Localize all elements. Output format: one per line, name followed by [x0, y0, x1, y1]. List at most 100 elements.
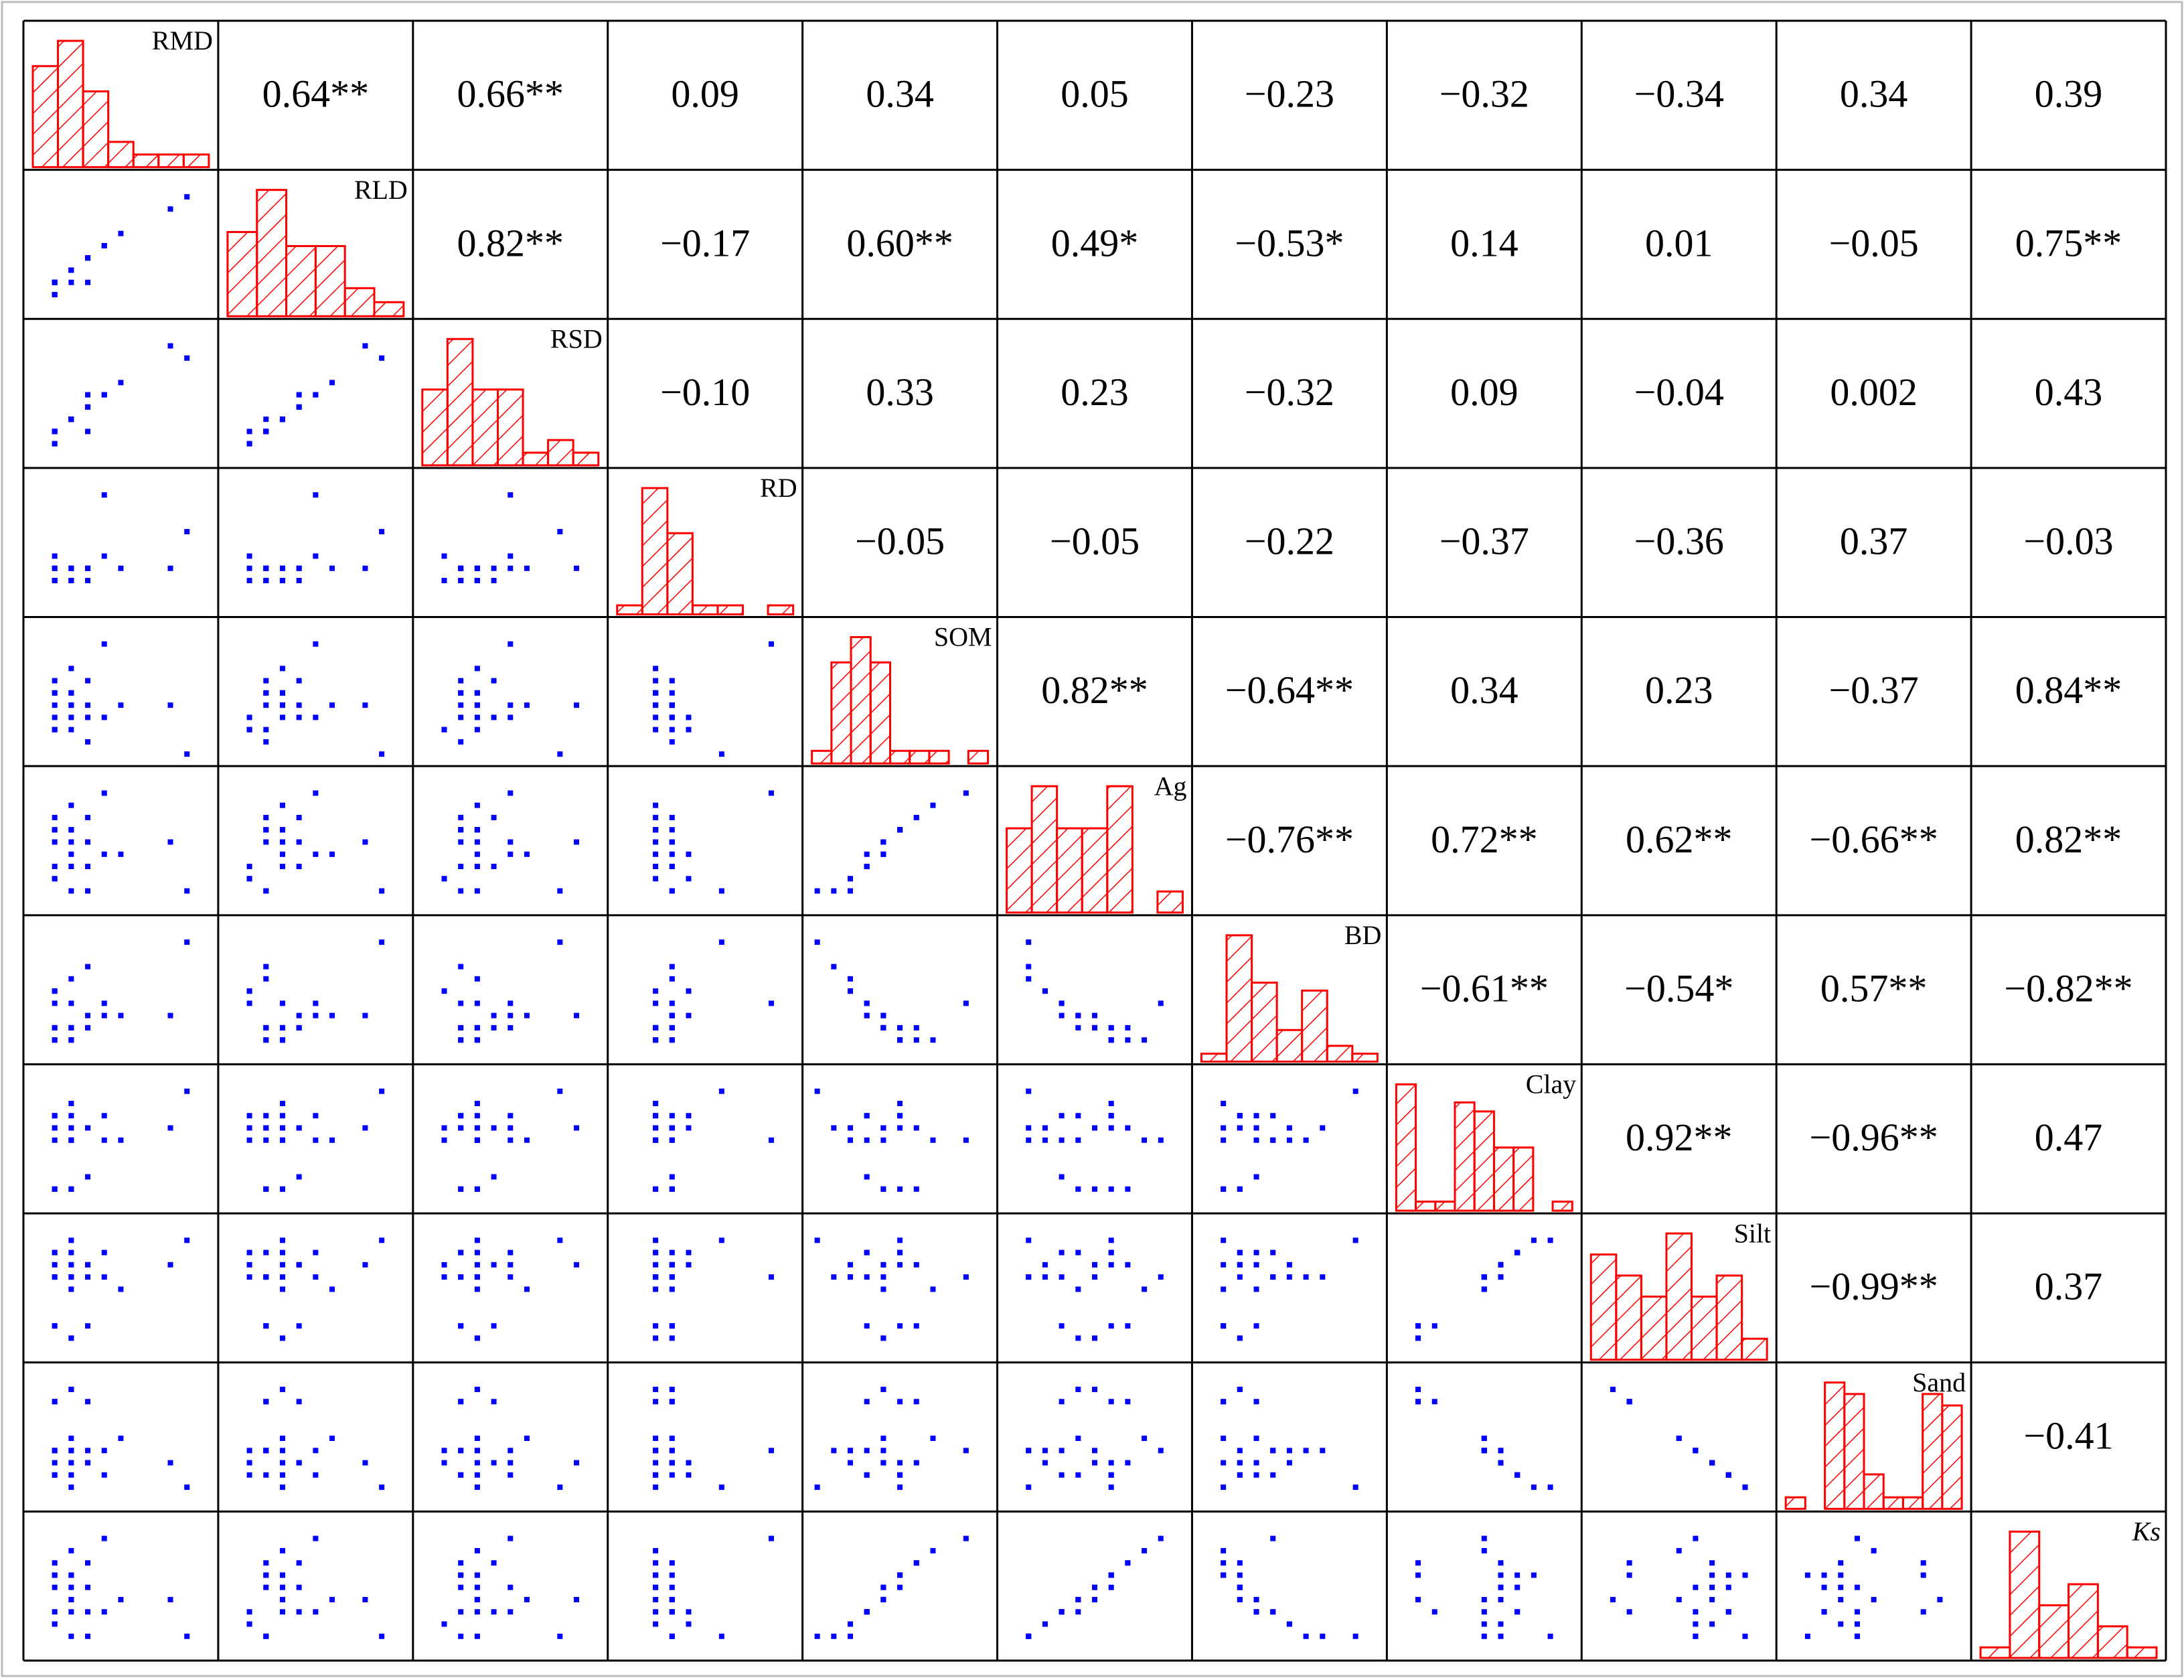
histogram: BD: [1200, 920, 1381, 1063]
scatter-point: [1937, 1596, 1943, 1602]
correlation-value: 0.34: [1840, 72, 1908, 116]
scatter-point: [263, 1560, 269, 1566]
scatter-point: [1547, 1237, 1553, 1243]
scatter-point: [184, 528, 190, 534]
scatter-point: [930, 1286, 936, 1292]
scatter-point: [491, 1125, 497, 1131]
scatter-point: [897, 1472, 903, 1478]
scatter-point: [1854, 1584, 1860, 1590]
scatter-point: [279, 1237, 285, 1243]
scatter-point: [1108, 1113, 1114, 1119]
correlation-value: −0.61**: [1420, 966, 1549, 1010]
scatter-plot: [1415, 1237, 1553, 1341]
scatter-point: [1237, 1584, 1243, 1590]
scatter-point: [85, 1448, 91, 1454]
scatter-point: [1221, 1262, 1227, 1268]
scatter-plot: [246, 641, 385, 757]
scatter-point: [118, 565, 124, 571]
scatter-point: [1221, 1323, 1227, 1329]
scatter-point: [1693, 1621, 1699, 1627]
scatter-point: [263, 429, 269, 435]
scatter-point: [279, 1472, 285, 1478]
scatter-point: [52, 727, 58, 733]
scatter-point: [1092, 1596, 1097, 1602]
hist-bar: [421, 388, 449, 467]
hist-bar: [157, 153, 185, 169]
correlation-value: −0.23: [1245, 72, 1334, 116]
correlation-value: −0.05: [1829, 221, 1919, 264]
scatter-point: [1693, 1584, 1699, 1590]
scatter-point: [864, 864, 870, 870]
scatter-point: [1352, 1088, 1358, 1094]
scatter-point: [653, 839, 659, 845]
scatter-point: [474, 1484, 480, 1491]
scatter-point: [1481, 1633, 1487, 1639]
scatter-point: [1352, 1484, 1358, 1491]
scatter-point: [1092, 1274, 1097, 1280]
scatter-plot: [52, 1237, 190, 1341]
scatter-point: [458, 565, 464, 571]
scatter-point: [653, 1335, 659, 1341]
hist-bar: [226, 231, 258, 317]
scatter-point: [880, 1596, 886, 1602]
histogram: Silt: [1589, 1218, 1771, 1361]
hist-bar: [1473, 1110, 1495, 1212]
scatter-point: [68, 1113, 74, 1119]
scatter-point: [508, 1024, 514, 1030]
scatter-plot: [814, 1088, 969, 1192]
scatter-point: [669, 1037, 675, 1043]
scatter-point: [768, 641, 774, 647]
scatter-point: [263, 1137, 269, 1143]
scatter-point: [1125, 1024, 1131, 1030]
scatter-point: [1026, 964, 1032, 970]
scatter-point: [1158, 1000, 1164, 1006]
scatter-point: [474, 864, 480, 870]
scatter-point: [458, 578, 464, 584]
scatter-point: [313, 1249, 319, 1255]
scatter-point: [263, 1448, 269, 1454]
scatter-point: [491, 1399, 497, 1405]
scatter-point: [669, 727, 675, 733]
scatter-point: [441, 1137, 447, 1143]
scatter-plot: [1804, 1535, 1943, 1639]
scatter-point: [362, 565, 368, 571]
scatter-point: [1092, 1584, 1097, 1590]
scatter-point: [68, 1262, 74, 1268]
scatter-point: [897, 1037, 903, 1043]
scatter-point: [379, 1088, 385, 1094]
scatter-point: [557, 1633, 563, 1639]
scatter-point: [279, 565, 285, 571]
scatter-point: [263, 1399, 269, 1405]
scatter-point: [897, 1262, 903, 1268]
hist-bar: [850, 636, 872, 765]
scatter-point: [52, 988, 58, 994]
scatter-point: [574, 1596, 580, 1602]
scatter-point: [1303, 1137, 1309, 1143]
scatter-point: [574, 1262, 580, 1268]
scatter-point: [1270, 1137, 1276, 1143]
scatter-point: [557, 888, 563, 894]
scatter-point: [1075, 1024, 1081, 1030]
scatter-point: [1481, 1621, 1487, 1627]
scatter-point: [85, 814, 91, 820]
scatter-point: [85, 1609, 91, 1615]
scatter-point: [263, 839, 269, 845]
scatter-point: [653, 1249, 659, 1255]
scatter-point: [1481, 1436, 1487, 1442]
scatter-point: [263, 690, 269, 696]
scatter-point: [880, 1386, 886, 1392]
cell-grid: [22, 19, 2167, 1662]
scatter-point: [897, 1249, 903, 1255]
scatter-point: [1709, 1621, 1715, 1627]
correlation-value: 0.37: [2035, 1265, 2103, 1308]
scatter-point: [52, 1037, 58, 1043]
scatter-plot: [441, 1535, 580, 1639]
scatter-point: [653, 1137, 659, 1143]
scatter-point: [831, 1274, 837, 1280]
hist-bar: [2068, 1583, 2099, 1659]
scatter-point: [491, 678, 497, 684]
scatter-point: [474, 976, 480, 982]
scatter-point: [880, 839, 886, 845]
scatter-point: [474, 1286, 480, 1292]
histogram: SOM: [811, 622, 992, 765]
